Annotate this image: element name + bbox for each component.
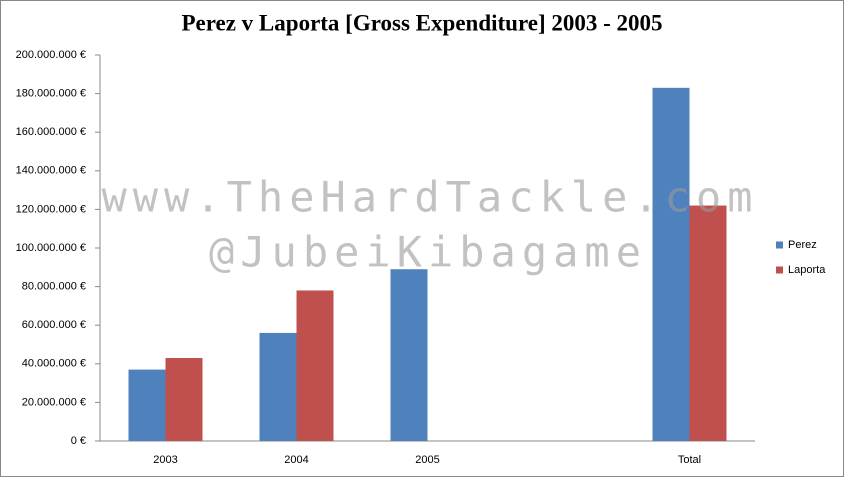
y-tick-label: 20.000.000 € xyxy=(22,396,86,408)
bar xyxy=(259,332,297,441)
x-tick-label: 2003 xyxy=(153,454,177,466)
bar xyxy=(165,358,203,441)
watermark: www.TheHardTackle.com xyxy=(101,173,758,222)
legend-label: Perez xyxy=(788,239,817,251)
bar xyxy=(128,369,166,441)
legend-swatch xyxy=(776,266,783,274)
y-tick-label: 60.000.000 € xyxy=(22,319,86,331)
watermark: @JubeiKibagame xyxy=(209,228,647,277)
bar xyxy=(689,205,727,441)
y-tick-label: 180.000.000 € xyxy=(16,88,86,100)
chart-title: Perez v Laporta [Gross Expenditure] 2003… xyxy=(181,10,662,35)
x-tick-label: Total xyxy=(678,454,701,466)
bar xyxy=(390,269,428,441)
y-tick-label: 100.000.000 € xyxy=(16,242,86,254)
y-tick-label: 160.000.000 € xyxy=(16,126,86,138)
y-tick-label: 40.000.000 € xyxy=(22,358,86,370)
legend-label: Laporta xyxy=(788,264,826,276)
x-tick-label: 2005 xyxy=(415,454,439,466)
x-tick-label: 2004 xyxy=(284,454,308,466)
y-tick-label: 80.000.000 € xyxy=(22,281,86,293)
y-tick-label: 120.000.000 € xyxy=(16,203,86,215)
y-tick-label: 200.000.000 € xyxy=(16,49,86,61)
y-tick-label: 140.000.000 € xyxy=(16,165,86,177)
bar xyxy=(296,290,334,441)
bar xyxy=(652,87,690,441)
legend-swatch xyxy=(776,241,783,249)
y-tick-label: 0 € xyxy=(71,435,86,447)
